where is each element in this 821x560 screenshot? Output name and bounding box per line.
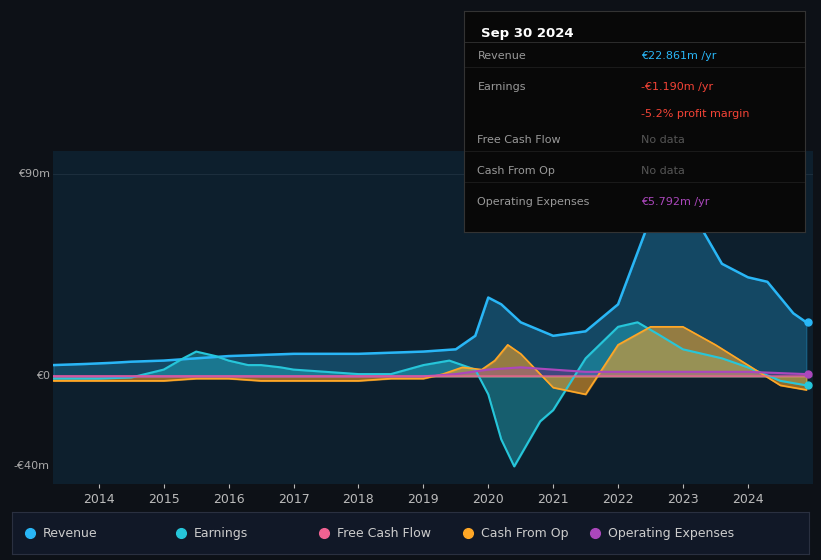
Text: -€1.190m /yr: -€1.190m /yr (641, 82, 713, 92)
Text: Free Cash Flow: Free Cash Flow (337, 527, 431, 540)
Text: €22.861m /yr: €22.861m /yr (641, 51, 717, 61)
Text: €0: €0 (35, 371, 49, 381)
Text: Cash From Op: Cash From Op (478, 166, 555, 176)
Text: No data: No data (641, 166, 685, 176)
Text: Revenue: Revenue (478, 51, 526, 61)
Text: No data: No data (641, 135, 685, 145)
Text: -€40m: -€40m (14, 461, 49, 472)
Text: -5.2% profit margin: -5.2% profit margin (641, 109, 750, 119)
Text: Earnings: Earnings (478, 82, 526, 92)
Text: Revenue: Revenue (43, 527, 97, 540)
Text: Cash From Op: Cash From Op (480, 527, 568, 540)
Text: Operating Expenses: Operating Expenses (478, 197, 589, 207)
Text: €5.792m /yr: €5.792m /yr (641, 197, 709, 207)
Text: Free Cash Flow: Free Cash Flow (478, 135, 561, 145)
Text: Earnings: Earnings (194, 527, 248, 540)
Text: Operating Expenses: Operating Expenses (608, 527, 734, 540)
Text: €90m: €90m (17, 169, 49, 179)
Text: Sep 30 2024: Sep 30 2024 (481, 27, 574, 40)
